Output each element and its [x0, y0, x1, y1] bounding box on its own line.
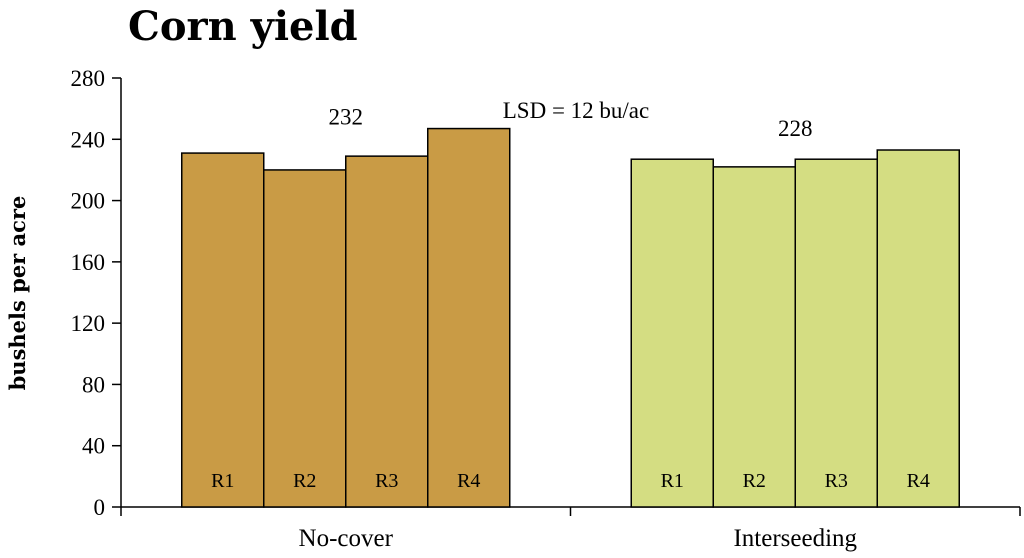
bar-label: R1: [211, 470, 234, 492]
y-tick-label: 160: [71, 250, 106, 275]
group-mean-label: 228: [778, 116, 813, 141]
bar: [712, 166, 796, 508]
lsd-annotation: LSD = 12 bu/ac: [503, 98, 649, 123]
bar: [345, 155, 429, 508]
chart-title: Corn yield: [128, 3, 358, 50]
bar: [794, 158, 878, 508]
y-tick-label: 120: [71, 311, 106, 336]
chart-marks: 0 40 80 120 160 200 240 280 R1 R2 R3 R4 232 No-cover R…: [71, 66, 1021, 552]
y-tick-label: 240: [71, 127, 106, 152]
y-tick-label: 80: [82, 372, 105, 397]
x-category-label: Interseeding: [733, 525, 857, 552]
group-mean-label: 232: [329, 105, 364, 130]
bar: [181, 152, 265, 508]
bar-label: R1: [661, 470, 684, 492]
x-category-label: No-cover: [299, 525, 394, 552]
bar-label: R4: [457, 470, 480, 492]
y-axis-label: bushels per acre: [5, 196, 30, 391]
bar: [427, 127, 511, 508]
bar: [263, 169, 347, 508]
bar-label: R4: [907, 470, 930, 492]
y-tick-label: 280: [71, 66, 106, 91]
y-tick-label: 200: [71, 189, 106, 214]
bar-label: R3: [375, 470, 398, 492]
bar-label: R3: [825, 470, 848, 492]
bar: [630, 158, 714, 508]
y-tick-label: 40: [82, 434, 105, 459]
bar-label: R2: [293, 470, 316, 492]
bar: [876, 149, 960, 508]
bar-label: R2: [743, 470, 766, 492]
y-tick-label: 0: [94, 495, 106, 520]
